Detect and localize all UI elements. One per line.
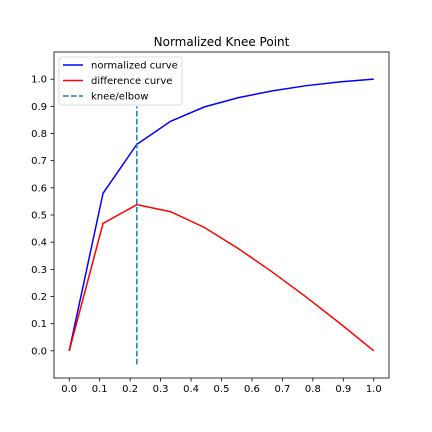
plot-frame (53, 51, 390, 379)
y-tick-label: 0.8 (31, 129, 47, 140)
x-axis: 0.0 0.1 0.2 0.3 0.4 0.5 0.6 0.7 0.8 0.9 1.0 (61, 378, 382, 395)
x-tick-label: 0.4 (183, 384, 199, 395)
y-tick-label: 0.4 (31, 238, 47, 249)
x-tick-label: 0.8 (305, 384, 321, 395)
x-tick-label: 0.7 (274, 384, 290, 395)
series-layer (68, 78, 375, 365)
x-tick-label: 0.6 (244, 384, 260, 395)
series-line-0 (68, 78, 374, 351)
x-tick-label: 0.5 (214, 384, 230, 395)
x-tick-label: 0.0 (61, 384, 77, 395)
chart-title: Normalized Knee Point (154, 35, 290, 49)
legend-label-1: difference curve (91, 76, 172, 87)
y-tick-label: 0.1 (31, 319, 47, 330)
legend-box (58, 56, 183, 106)
plot-area (53, 51, 390, 379)
series-line-1 (68, 203, 375, 352)
y-tick-label: 0.9 (31, 102, 47, 113)
y-tick-label: 0.2 (31, 292, 47, 303)
y-tick-label: 0.5 (31, 211, 47, 222)
legend-label-2: knee/elbow (91, 92, 148, 103)
x-tick-label: 0.3 (153, 384, 169, 395)
y-tick-label: 0.7 (31, 156, 47, 167)
x-tick-label: 0.9 (335, 384, 351, 395)
x-tick-label: 1.0 (366, 384, 382, 395)
y-tick-label: 0.3 (31, 265, 47, 276)
x-tick-label: 0.2 (122, 384, 138, 395)
x-tick-label: 0.1 (92, 384, 108, 395)
y-tick-label: 1.0 (31, 75, 47, 86)
y-axis: 0.0 0.1 0.2 0.3 0.4 0.5 0.6 0.7 0.8 0.9 1.0 (31, 75, 54, 357)
y-tick-label: 0.0 (31, 346, 47, 357)
y-tick-label: 0.6 (31, 183, 47, 194)
legend: normalized curve difference curve knee/elb… (58, 56, 183, 106)
legend-label-0: normalized curve (91, 61, 178, 72)
